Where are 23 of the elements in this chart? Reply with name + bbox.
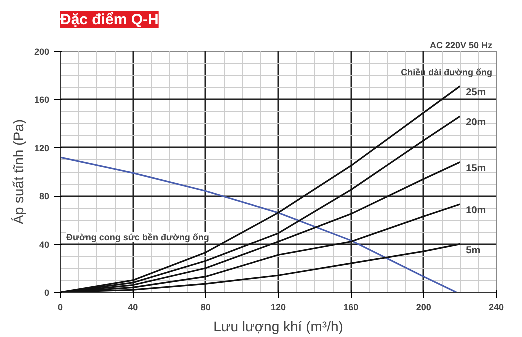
x-tick-label: 40 — [128, 302, 138, 312]
y-tick-label: 0 — [44, 288, 50, 298]
x-tick-label: 0 — [58, 302, 64, 312]
x-tick-label: 120 — [270, 302, 286, 312]
y-tick-label: 120 — [34, 143, 50, 154]
annotation: Đường cong sức bền đường ống — [66, 232, 210, 242]
series-label: 10m — [466, 206, 486, 217]
y-tick-label: 160 — [34, 95, 50, 106]
x-tick-label: 160 — [344, 302, 359, 312]
x-tick-label: 200 — [416, 302, 432, 312]
y-tick-label: 80 — [39, 192, 50, 202]
series-label: 15m — [466, 163, 486, 174]
series-label: 5m — [466, 245, 481, 256]
chart-title: Đặc điểm Q-H — [60, 12, 159, 28]
y-tick-label: 200 — [34, 47, 50, 57]
y-axis-title: Áp suất tĩnh (Pa) — [10, 119, 26, 225]
series-label: 25m — [466, 87, 486, 98]
y-tick-label: 40 — [39, 240, 50, 250]
x-tick-label: 240 — [488, 302, 504, 312]
x-tick-label: 80 — [200, 302, 211, 312]
text: AC 220V 50 Hz — [430, 40, 493, 50]
series-label: 20m — [466, 118, 486, 129]
x-axis-title: Lưu lượng khí (m³/h) — [214, 318, 344, 334]
